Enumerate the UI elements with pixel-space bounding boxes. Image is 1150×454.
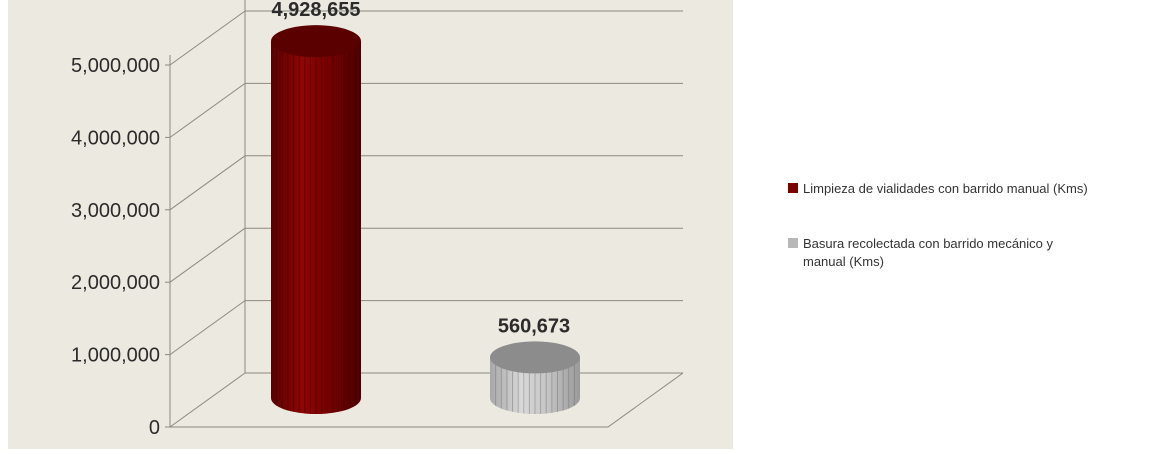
chart-walls <box>169 0 684 428</box>
legend-label-series-2-line-1: Basura recolectada con barrido mecánico … <box>803 236 1054 251</box>
bar-top-series-2 <box>490 341 580 374</box>
gridline-diagonal <box>169 372 246 428</box>
bars <box>271 25 580 415</box>
floor-edge <box>170 372 684 428</box>
y-axis-ticks: 0 1,000,000 2,000,000 3,000,000 4,000,000 5,0… <box>71 55 170 439</box>
plot-background <box>8 0 733 449</box>
gridline-diagonal <box>169 10 246 66</box>
legend-swatch-series-1 <box>788 183 798 193</box>
y-tick-label: 0 <box>149 417 160 439</box>
gridline-diagonal <box>169 82 246 138</box>
legend-label-series-1: Limpieza de vialidades con barrido manua… <box>803 181 1088 196</box>
legend-item-series-2: Basura recolectada con barrido mecánico … <box>788 236 1054 269</box>
bar-top-series-1 <box>271 25 361 58</box>
y-tick-label: 3,000,000 <box>71 200 160 222</box>
y-tick-label: 4,000,000 <box>71 127 160 149</box>
y-tick-label: 5,000,000 <box>71 55 160 77</box>
data-label-series-2: 560,673 <box>498 315 570 337</box>
bar-body-series-1 <box>271 41 361 415</box>
legend: Limpieza de vialidades con barrido manua… <box>788 181 1088 269</box>
legend-swatch-series-2 <box>788 238 798 248</box>
y-tick-label: 2,000,000 <box>71 272 160 294</box>
gridline-diagonal <box>169 300 246 356</box>
bar-body-series-2 <box>490 357 580 414</box>
y-tick-label: 1,000,000 <box>71 345 160 367</box>
data-labels: 4,928,655 560,673 <box>272 0 571 337</box>
legend-item-series-1: Limpieza de vialidades con barrido manua… <box>788 181 1088 196</box>
bar-series-1 <box>271 25 361 415</box>
data-label-series-1: 4,928,655 <box>272 0 361 21</box>
gridline-diagonal <box>169 155 246 211</box>
gridline-diagonal <box>169 227 246 283</box>
legend-label-series-2-line-2: manual (Kms) <box>803 254 884 269</box>
bar-series-2 <box>490 341 580 414</box>
